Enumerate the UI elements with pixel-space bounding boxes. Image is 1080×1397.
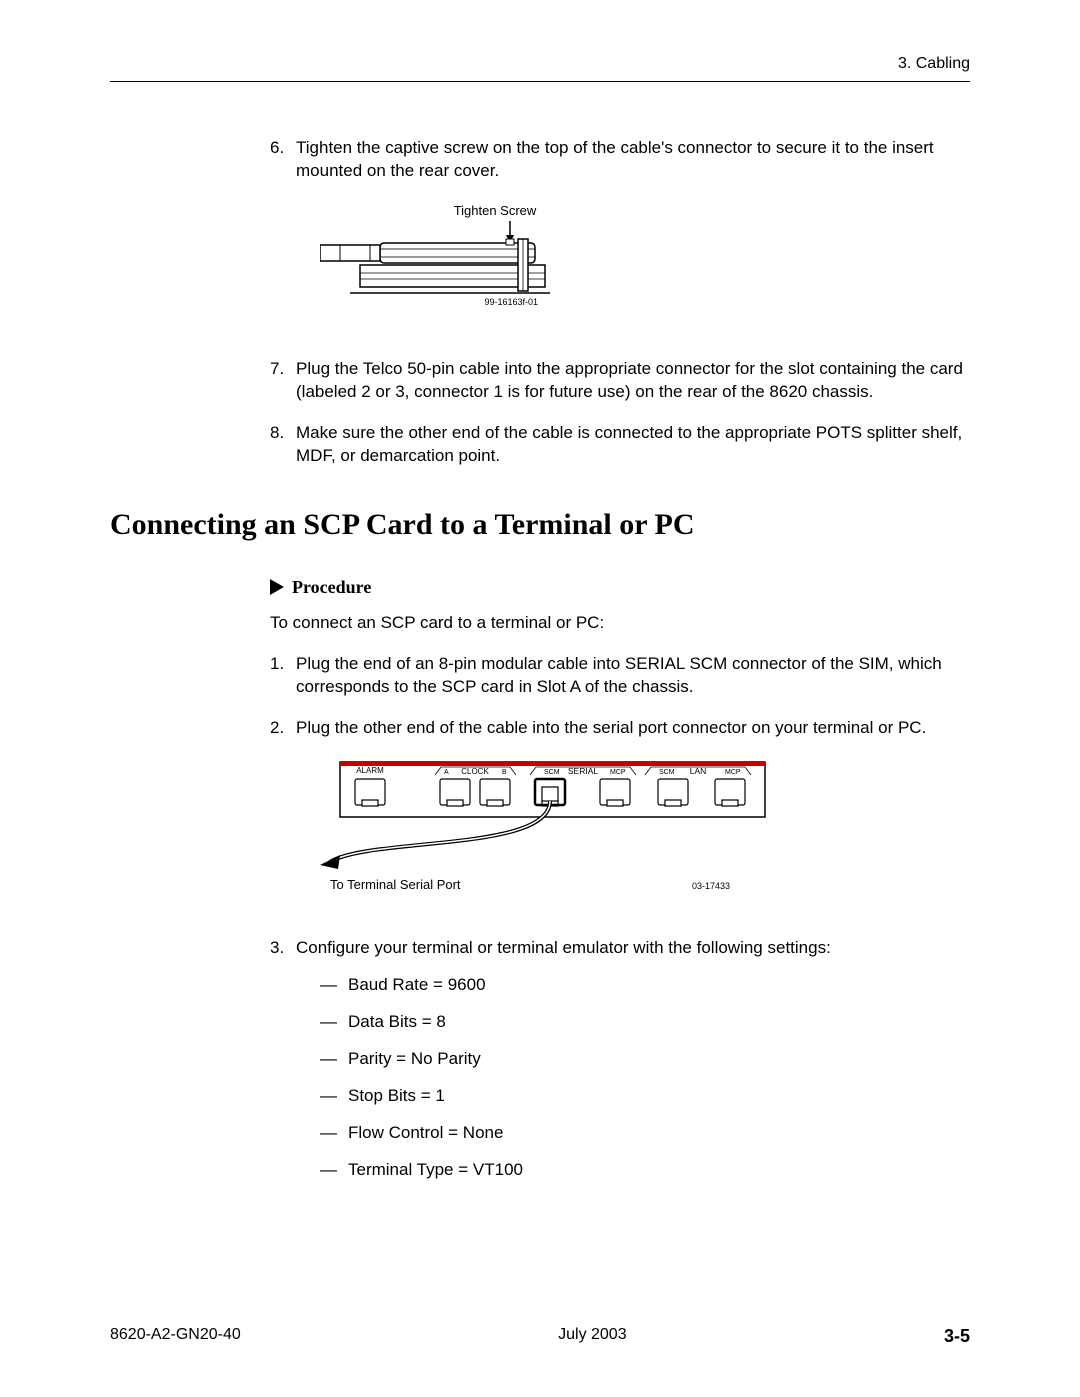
svg-text:LAN: LAN <box>690 766 707 776</box>
list-text: Plug the end of an 8-pin modular cable i… <box>296 653 970 699</box>
procedure-intro: To connect an SCP card to a terminal or … <box>270 613 970 633</box>
running-head: 3. Cabling <box>110 55 970 73</box>
dash-icon: — <box>320 974 348 997</box>
sim-panel-diagram: ALARM A CLOCK B SCM SERIAL MCP SCM LAN M… <box>310 757 780 907</box>
tighten-screw-diagram: Tighten Screw <box>320 203 640 323</box>
list-text: Make sure the other end of the cable is … <box>296 422 970 468</box>
settings-item: —Stop Bits = 1 <box>320 1085 970 1108</box>
list-text: Configure your terminal or terminal emul… <box>296 937 970 1196</box>
settings-item: —Baud Rate = 9600 <box>320 974 970 997</box>
figure-caption: To Terminal Serial Port <box>330 877 461 892</box>
svg-text:CLOCK: CLOCK <box>461 767 489 776</box>
svg-text:SCM: SCM <box>659 769 675 776</box>
triangle-icon <box>270 579 284 595</box>
svg-text:MCP: MCP <box>610 769 626 776</box>
section-title: Connecting an SCP Card to a Terminal or … <box>110 508 970 542</box>
content-area-2: Procedure To connect an SCP card to a te… <box>270 577 970 1196</box>
setting-text: Data Bits = 8 <box>348 1011 446 1034</box>
page-footer: 8620-A2-GN20-40 July 2003 3-5 <box>110 1326 970 1347</box>
dash-icon: — <box>320 1122 348 1145</box>
figure-tighten-screw: Tighten Screw <box>320 203 970 328</box>
header-rule <box>110 81 970 82</box>
figure-ref: 99-16163f-01 <box>484 297 538 307</box>
list-number: 2. <box>270 717 296 740</box>
dash-icon: — <box>320 1048 348 1071</box>
list-number: 6. <box>270 137 296 183</box>
figure-serial-port: ALARM A CLOCK B SCM SERIAL MCP SCM LAN M… <box>310 757 970 912</box>
footer-date: July 2003 <box>558 1326 627 1347</box>
list-text: Tighten the captive screw on the top of … <box>296 137 970 183</box>
dash-icon: — <box>320 1085 348 1108</box>
svg-text:MCP: MCP <box>725 769 741 776</box>
list-item: 2. Plug the other end of the cable into … <box>270 717 970 740</box>
list-item: 8. Make sure the other end of the cable … <box>270 422 970 468</box>
dash-icon: — <box>320 1011 348 1034</box>
list-number: 8. <box>270 422 296 468</box>
settings-item: —Flow Control = None <box>320 1122 970 1145</box>
list-number: 1. <box>270 653 296 699</box>
svg-text:SERIAL: SERIAL <box>568 766 599 776</box>
procedure-heading: Procedure <box>270 577 970 598</box>
figure-ref: 03-17433 <box>692 881 730 891</box>
procedure-label: Procedure <box>292 577 371 598</box>
footer-doc-id: 8620-A2-GN20-40 <box>110 1326 241 1347</box>
list-number: 7. <box>270 358 296 404</box>
setting-text: Baud Rate = 9600 <box>348 974 486 997</box>
setting-text: Parity = No Parity <box>348 1048 481 1071</box>
footer-page-number: 3-5 <box>944 1326 970 1347</box>
svg-text:SCM: SCM <box>544 769 560 776</box>
settings-item: —Parity = No Parity <box>320 1048 970 1071</box>
svg-text:ALARM: ALARM <box>356 766 384 775</box>
setting-text: Flow Control = None <box>348 1122 503 1145</box>
settings-list: —Baud Rate = 9600 —Data Bits = 8 —Parity… <box>296 974 970 1182</box>
list-text: Plug the other end of the cable into the… <box>296 717 970 740</box>
dash-icon: — <box>320 1159 348 1182</box>
setting-text: Stop Bits = 1 <box>348 1085 445 1108</box>
settings-item: —Terminal Type = VT100 <box>320 1159 970 1182</box>
page: 3. Cabling 6. Tighten the captive screw … <box>0 0 1080 1397</box>
list-item: 7. Plug the Telco 50-pin cable into the … <box>270 358 970 404</box>
list-item: 6. Tighten the captive screw on the top … <box>270 137 970 183</box>
figure-label: Tighten Screw <box>454 203 537 218</box>
setting-text: Terminal Type = VT100 <box>348 1159 523 1182</box>
svg-text:A: A <box>444 769 449 776</box>
svg-text:B: B <box>502 769 507 776</box>
list-number: 3. <box>270 937 296 1196</box>
list-item: 3. Configure your terminal or terminal e… <box>270 937 970 1196</box>
content-area: 6. Tighten the captive screw on the top … <box>270 137 970 468</box>
list-text: Plug the Telco 50-pin cable into the app… <box>296 358 970 404</box>
settings-item: —Data Bits = 8 <box>320 1011 970 1034</box>
list-text-span: Configure your terminal or terminal emul… <box>296 938 831 957</box>
list-item: 1. Plug the end of an 8-pin modular cabl… <box>270 653 970 699</box>
